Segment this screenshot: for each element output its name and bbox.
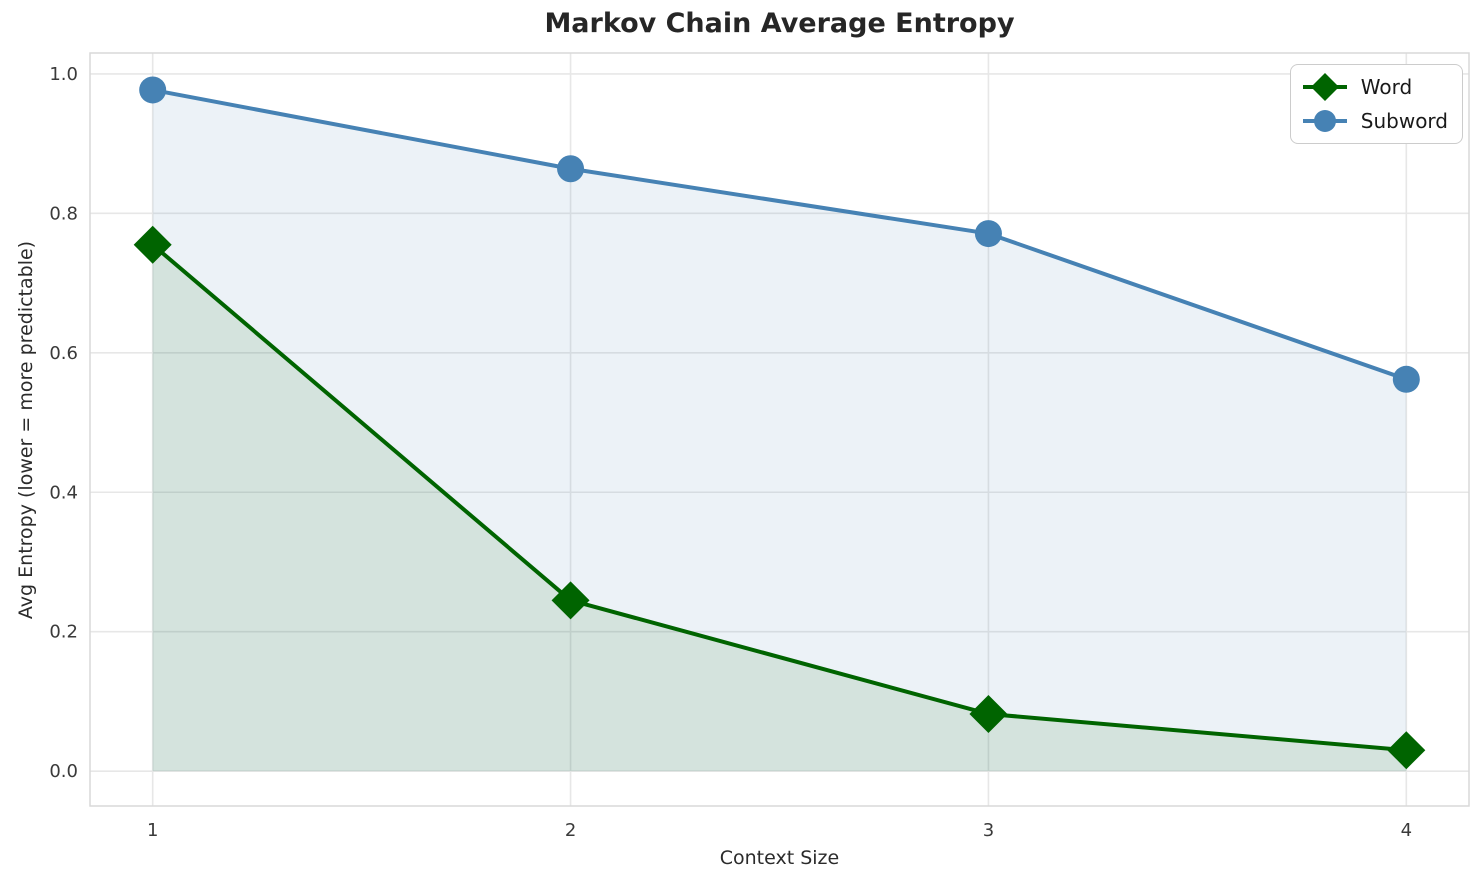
y-tick-label: 0.8 (49, 203, 78, 224)
x-axis-label: Context Size (719, 847, 840, 869)
legend-label-word: Word (1360, 75, 1413, 99)
chart-title: Markov Chain Average Entropy (544, 8, 1015, 39)
y-tick-label: 0.0 (49, 761, 78, 782)
data-point-subword (139, 76, 167, 104)
legend: Word Subword (1289, 64, 1463, 144)
data-point-subword (1392, 365, 1420, 393)
y-tick-label: 0.6 (49, 343, 78, 364)
data-point-word (1387, 731, 1426, 770)
legend-circle-sample (1313, 110, 1336, 132)
y-tick-label: 0.2 (49, 622, 78, 643)
x-tick-label: 1 (147, 820, 158, 841)
y-tick-label: 0.4 (49, 482, 78, 503)
data-point-word (969, 694, 1008, 733)
legend-diamond-sample (1310, 73, 1339, 101)
data-point-word (133, 225, 172, 264)
y-tick-label: 1.0 (49, 64, 78, 85)
data-point-subword (974, 220, 1002, 248)
x-tick-label: 3 (983, 820, 994, 841)
data-point-subword (557, 155, 585, 183)
series-line-word (150, 242, 1409, 753)
y-axis-label: Avg Entropy (lower = more predictable) (15, 240, 37, 620)
circle-marker-icon (1302, 110, 1347, 132)
x-tick-label: 2 (565, 820, 576, 841)
axes-frame (89, 52, 1470, 807)
legend-item-word: Word (1301, 72, 1448, 102)
diamond-marker-icon (1302, 73, 1347, 101)
series-line-subword (150, 87, 1409, 382)
area-fill-subword (152, 89, 1407, 772)
legend-item-subword: Subword (1301, 106, 1448, 136)
x-tick-label: 4 (1401, 820, 1412, 841)
legend-label-subword: Subword (1360, 109, 1448, 133)
area-fill-word (152, 244, 1407, 772)
data-point-word (551, 581, 590, 620)
